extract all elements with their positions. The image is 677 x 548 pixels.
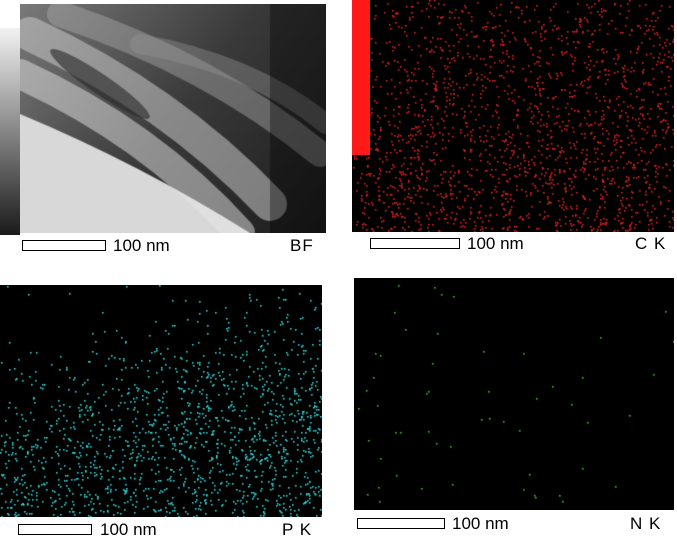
ck-scale-bar xyxy=(370,238,460,249)
nk-map-tag: N K xyxy=(630,514,662,533)
ck-map-tag: C K xyxy=(635,234,667,253)
pk-scale-bar xyxy=(18,524,92,535)
ck-dots-canvas xyxy=(352,0,674,232)
ck-scale-label: 100 nm xyxy=(467,234,524,253)
ck-elemental-map xyxy=(352,0,674,232)
pk-dots-canvas xyxy=(0,285,322,517)
nk-scale-label: 100 nm xyxy=(452,514,509,533)
pk-elemental-map xyxy=(0,285,322,517)
nk-scale-bar xyxy=(357,518,445,529)
bf-scale-label: 100 nm xyxy=(113,236,170,255)
nk-elemental-map xyxy=(354,278,674,510)
pk-map-tag: P K xyxy=(282,520,313,539)
pk-scale-label: 100 nm xyxy=(100,520,157,539)
bf-map-tag: BF xyxy=(290,236,314,255)
bf-micrograph xyxy=(20,4,326,233)
ck-intensity-bar xyxy=(352,0,370,155)
nk-dots-canvas xyxy=(354,278,674,510)
bf-scale-bar xyxy=(22,240,106,251)
bf-intensity-strip xyxy=(0,28,20,235)
bf-image-canvas xyxy=(20,4,326,233)
